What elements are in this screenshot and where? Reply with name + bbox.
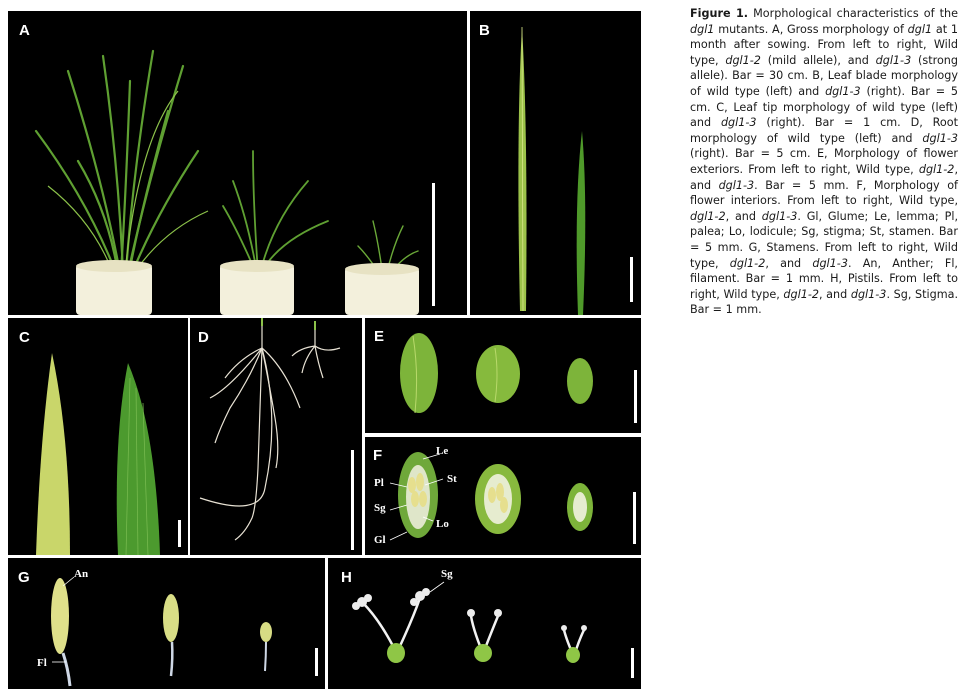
annotation-sg: Sg [374, 502, 386, 514]
panel-c-scale-bar [178, 520, 181, 547]
panel-a-plants-image [34, 49, 435, 315]
panel-e-floret-exteriors-image [400, 333, 637, 423]
caption-italic-term: dgl1-2 [783, 287, 819, 301]
caption-text: at 1 month after sowing. From left to ri… [690, 22, 958, 67]
panel-g-scale-bar [315, 648, 318, 676]
panel-b-leaf-blades-image [518, 26, 633, 315]
annotation-le: Le [436, 445, 449, 457]
caption-italic-term: dgl1-3 [922, 131, 958, 145]
panel-e: E [365, 318, 641, 433]
caption-italic-term: dgl1-3 [812, 256, 848, 270]
caption-text: mutants. A, Gross morphology of [714, 22, 908, 36]
panel-d-label: D [198, 329, 209, 346]
caption-text: (right). Bar = 1 cm. D, Root morphology … [690, 116, 958, 145]
panel-h: H Sg [328, 558, 641, 689]
annotation-lo: Lo [436, 518, 449, 530]
figure-caption: Figure 1. Morphological characteristics … [690, 6, 958, 318]
caption-italic-term: dgl1-3 [720, 116, 757, 130]
panel-c-leaf-tips-image [36, 353, 181, 555]
caption-italic-term: dgl1 [690, 22, 715, 36]
caption-text: . Bar = 5 mm. F, Morphology of flower in… [690, 178, 958, 208]
panel-a-label: A [19, 22, 30, 39]
caption-text: . Sg, Stigma. Bar = 1 mm. [690, 287, 959, 317]
annotation-fl: Fl [37, 657, 47, 669]
panel-d-roots-image [199, 318, 354, 550]
panel-h-label: H [341, 569, 352, 586]
caption-body: Morphological characteristics of the dgl… [690, 7, 958, 316]
annotation-sg-h: Sg [441, 568, 453, 580]
caption-italic-term: dgl1-3 [718, 178, 755, 192]
caption-text: . Gl, Glume; Le, lemma; Pl, palea; Lo, l… [690, 209, 958, 270]
caption-text: Morphological characteristics of the [748, 7, 959, 20]
panel-f-label: F [373, 447, 383, 464]
panel-c-label: C [19, 329, 30, 346]
caption-text: (strong allele). Bar = 30 cm. B, Leaf bl… [690, 53, 958, 98]
panel-b-scale-bar [630, 257, 633, 302]
panel-b-label: B [479, 22, 490, 39]
caption-italic-term: dgl1-2 [690, 209, 726, 223]
panel-e-label: E [374, 328, 385, 345]
panel-f: F Le St Pl Sg Lo Gl [365, 437, 641, 555]
caption-italic-term: dgl1-3 [875, 53, 912, 67]
panel-h-scale-bar [631, 648, 634, 678]
panel-d-scale-bar [351, 450, 354, 550]
annotation-pl: Pl [374, 477, 384, 489]
panel-g-label: G [18, 569, 30, 586]
caption-italic-term: dgl1-2 [725, 53, 761, 67]
caption-italic-term: dgl1-2 [918, 162, 955, 176]
panel-d: D [190, 318, 362, 555]
caption-text: . An, Anther; Fl, filament. Bar = 1 mm. … [690, 256, 958, 301]
caption-italic-term: dgl1 [907, 22, 933, 36]
caption-text: , and [725, 209, 762, 223]
caption-italic-term: dgl1-3 [761, 209, 798, 223]
figure-label: Figure 1. [690, 7, 749, 20]
panel-c: C [8, 318, 188, 555]
panel-a-scale-bar [432, 183, 435, 306]
caption-text: , and [765, 256, 813, 270]
caption-italic-term: dgl1-2 [729, 256, 766, 270]
caption-text: (right). Bar = 5 cm. E, Morphology of fl… [690, 147, 958, 176]
caption-italic-term: dgl1-3 [825, 84, 861, 98]
annotation-an: An [74, 568, 89, 580]
panel-e-scale-bar [634, 370, 637, 423]
caption-italic-term: dgl1-3 [850, 287, 887, 301]
annotation-st: St [447, 473, 457, 485]
panel-f-scale-bar [633, 492, 636, 544]
panel-g: G An Fl [8, 558, 325, 689]
caption-text: (right). Bar = 5 cm. C, Leaf tip morphol… [690, 84, 959, 130]
annotation-gl: Gl [374, 534, 386, 546]
caption-text: , and [690, 162, 958, 192]
panel-g-stamens-image [51, 576, 318, 687]
panel-h-pistils-image [352, 581, 634, 678]
panel-f-floret-interiors-image [389, 452, 636, 544]
panel-a: A [8, 11, 467, 315]
caption-text: (mild allele), and [760, 53, 876, 67]
caption-text: , and [818, 287, 851, 301]
panel-b: B [470, 11, 641, 315]
